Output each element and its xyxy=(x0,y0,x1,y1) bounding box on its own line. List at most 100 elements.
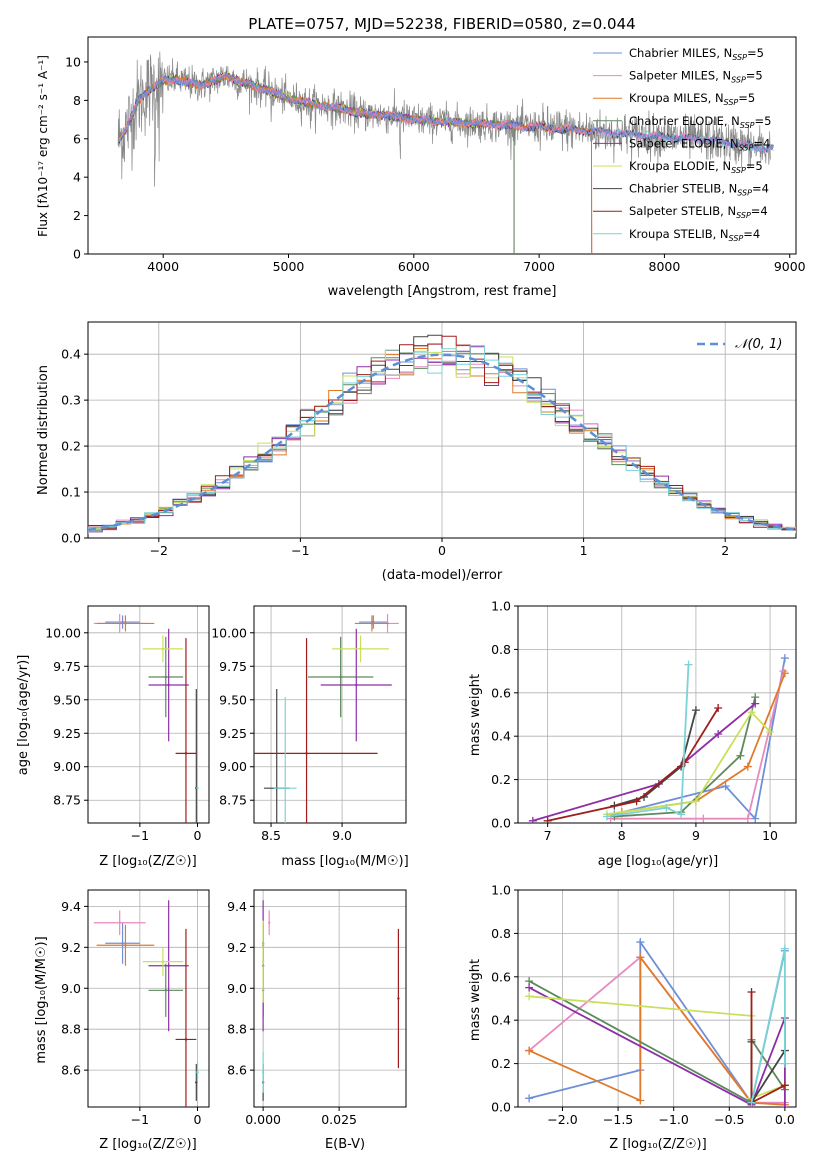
legend-subscript: SSP xyxy=(740,121,755,130)
weight-vs-z-marker-2 xyxy=(636,1096,645,1105)
mass-vs-z-point-1 xyxy=(118,921,121,924)
weight-vs-age-marker-2 xyxy=(743,762,752,771)
weight-vs-z-marker-7 xyxy=(747,987,756,996)
residuals-xtick-label: −1 xyxy=(291,543,309,558)
weight-vs-age-series-7 xyxy=(547,707,719,822)
age-vs-z-ytick-label: 9.50 xyxy=(53,692,81,707)
spectrum-lines xyxy=(117,51,774,254)
age-vs-mass-xtick-label: 8.5 xyxy=(261,828,281,843)
weight-vs-z-marker-8 xyxy=(780,944,789,953)
age-z-xlabel: Z [log₁₀(Z/Z☉)] xyxy=(99,854,196,869)
legend-nssp: =5 xyxy=(746,159,763,173)
weight-vs-z-series-5 xyxy=(529,995,786,1100)
weight-vs-z-marker-4 xyxy=(525,983,534,992)
spectrum-frame xyxy=(87,36,797,255)
legend-model: Kroupa STELIB, N xyxy=(629,227,729,241)
age-vs-z-points xyxy=(93,614,199,823)
legend-nssp: =4 xyxy=(752,182,769,196)
age-vs-z-ytick-label: 9.75 xyxy=(53,659,81,674)
mass-vs-z-point-3 xyxy=(164,989,167,992)
spectrum-xtick-label: 4000 xyxy=(147,259,179,274)
mass-vs-z-point-2 xyxy=(124,944,127,947)
legend-model: Salpeter ELODIE, N xyxy=(629,136,739,150)
weight-vs-age-marker-4 xyxy=(528,816,537,823)
weight-vs-age-marker-5 xyxy=(747,708,756,717)
mass-z-ylabel: mass [log₁₀(M/M☉)] xyxy=(34,936,49,1063)
weight-vs-z-ytick-label: 0.2 xyxy=(491,1056,511,1071)
mass-vs-ebv-ytick-label: 9.4 xyxy=(227,899,247,914)
mass-vs-ebv-xtick-label: 0.025 xyxy=(321,1112,357,1127)
age-vs-z-axes: −1 0 8.75 9.00 9.25 9.50 9.75 10.00 xyxy=(45,605,210,843)
age-vs-z-ytick-label: 9.00 xyxy=(53,759,81,774)
weight-vs-z-frame xyxy=(517,889,797,1108)
age-vs-z-point-4 xyxy=(167,683,170,687)
weight-vs-z-marker-0 xyxy=(636,938,645,947)
mass-vs-z-ytick-label: 8.8 xyxy=(61,1022,81,1037)
residuals-xtick-label: 1 xyxy=(580,543,588,558)
residuals-ytick-label: 0.4 xyxy=(61,347,81,362)
weight-vs-z-series-0 xyxy=(528,939,786,1105)
mass-vs-z-frame xyxy=(87,889,210,1108)
weight-vs-age-marker-5 xyxy=(691,797,700,806)
spectrum-axes: 4000 5000 6000 7000 8000 9000 0 2 4 6 8 10 xyxy=(65,36,806,274)
legend-entry-1: Salpeter MILES, NSSP=5 xyxy=(629,69,763,85)
weight-vs-age-marker-1 xyxy=(699,814,708,823)
weight-vs-z-axes: −2.0 −1.5 −1.0 −0.5 0.0 0.0 0.2 0.4 0.6 0.8 1.0 xyxy=(491,883,797,1127)
weight-vs-age-marker-7 xyxy=(543,816,552,823)
weight-vs-age-series-8 xyxy=(606,664,690,818)
residuals-ytick-label: 0.1 xyxy=(61,485,81,500)
mass-vs-z-ytick-label: 9.0 xyxy=(61,981,81,996)
weight-vs-age-ytick-label: 0.8 xyxy=(491,642,511,657)
age-vs-mass-ytick-label: 10.00 xyxy=(211,625,247,640)
mass-vs-ebv-point-5 xyxy=(261,960,265,963)
spectrum-xtick-label: 5000 xyxy=(273,259,305,274)
legend-subscript: SSP xyxy=(737,189,752,198)
legend-subscript: SSP xyxy=(731,76,746,85)
mass-vs-ebv-ytick-label: 8.6 xyxy=(227,1063,247,1078)
weight-vs-z-ytick-label: 1.0 xyxy=(491,883,511,898)
legend-model: Chabrier ELODIE, N xyxy=(629,114,740,128)
age-vs-mass-point-8 xyxy=(284,786,287,790)
age-mass-xlabel: mass [log₁₀(M/M☉)] xyxy=(281,854,408,869)
spectrum-legend: Chabrier MILES, NSSP=5 Salpeter MILES, NS… xyxy=(593,46,771,243)
weight-vs-age-xtick-label: 7 xyxy=(544,828,552,843)
mass-vs-z-point-5 xyxy=(161,960,165,963)
legend-subscript: SSP xyxy=(729,234,744,243)
weight-vs-age-axes: 7 8 9 10 0.0 0.2 0.4 0.6 0.8 1.0 xyxy=(491,599,797,843)
mass-vs-z-point-0 xyxy=(121,942,124,945)
residuals-ylabel: Normed distribution xyxy=(36,365,51,495)
weight-vs-z-marker-5 xyxy=(525,992,534,1001)
weight-age-xlabel: age [log₁₀(age/yr)] xyxy=(598,854,719,869)
legend-entry-0: Chabrier MILES, NSSP=5 xyxy=(629,46,764,62)
mass-vs-ebv-ytick-label: 8.8 xyxy=(227,1022,247,1037)
weight-vs-z-xtick-label: 0.0 xyxy=(775,1112,795,1127)
weight-vs-age-marker-0 xyxy=(751,814,760,823)
residuals-xlabel: (data-model)/error xyxy=(382,568,503,583)
weight-vs-age-series-5 xyxy=(606,710,771,816)
spectrum-ytick-label: 2 xyxy=(73,208,81,223)
spectrum-xtick-label: 9000 xyxy=(774,259,806,274)
weight-vs-age-series-4 xyxy=(532,702,756,822)
weight-vs-age-ytick-label: 1.0 xyxy=(491,599,511,614)
weight-vs-age-marker-0 xyxy=(780,654,789,663)
spectrum-ytick-label: 0 xyxy=(73,247,81,262)
mass-vs-ebv-ytick-label: 9.0 xyxy=(227,981,247,996)
weight-vs-z-marker-8 xyxy=(780,1059,789,1068)
weight-vs-z-marker-0 xyxy=(525,1094,534,1103)
legend-nssp: =4 xyxy=(751,204,768,218)
age-vs-z-point-7 xyxy=(184,752,188,755)
weight-vs-age-xtick-label: 9 xyxy=(692,828,700,843)
weight-vs-z-ytick-label: 0.8 xyxy=(491,926,511,941)
weight-vs-age-marker-8 xyxy=(602,812,611,821)
legend-entry-8: Kroupa STELIB, NSSP=4 xyxy=(629,227,760,243)
weight-vs-z-marker-8 xyxy=(747,1098,756,1107)
mass-vs-ebv-xtick-label: 0.000 xyxy=(245,1112,281,1127)
weight-vs-z-marker-2 xyxy=(525,1046,534,1055)
weight-vs-age-marker-8 xyxy=(684,660,693,669)
age-vs-mass-ytick-label: 9.75 xyxy=(219,659,247,674)
spectrum-xlabel: wavelength [Angstrom, rest frame] xyxy=(328,284,557,299)
weight-vs-z-ytick-label: 0.6 xyxy=(491,969,511,984)
mass-vs-ebv-point-8 xyxy=(261,1070,265,1074)
age-vs-z-point-8 xyxy=(196,786,199,790)
weight-vs-z-series-2 xyxy=(528,954,785,1106)
